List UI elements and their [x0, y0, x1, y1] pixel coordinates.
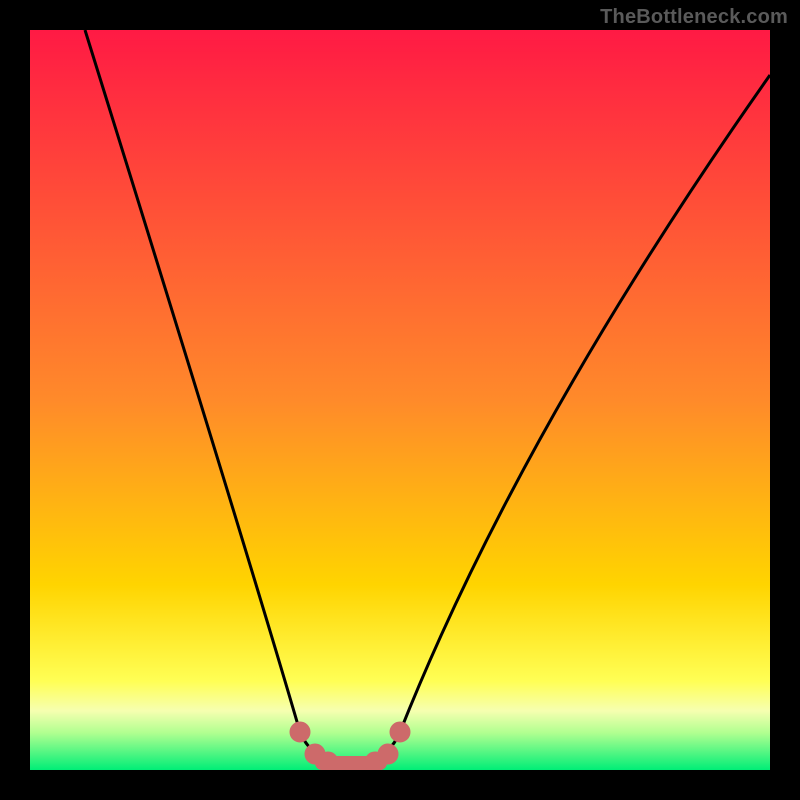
- curve-marker: [318, 752, 338, 772]
- chart-overlay-svg: [0, 0, 800, 800]
- bottleneck-curve: [85, 30, 770, 763]
- chart-container: TheBottleneck.com: [0, 0, 800, 800]
- curve-marker: [290, 722, 310, 742]
- curve-marker: [390, 722, 410, 742]
- watermark-text: TheBottleneck.com: [600, 6, 788, 29]
- curve-marker: [378, 744, 398, 764]
